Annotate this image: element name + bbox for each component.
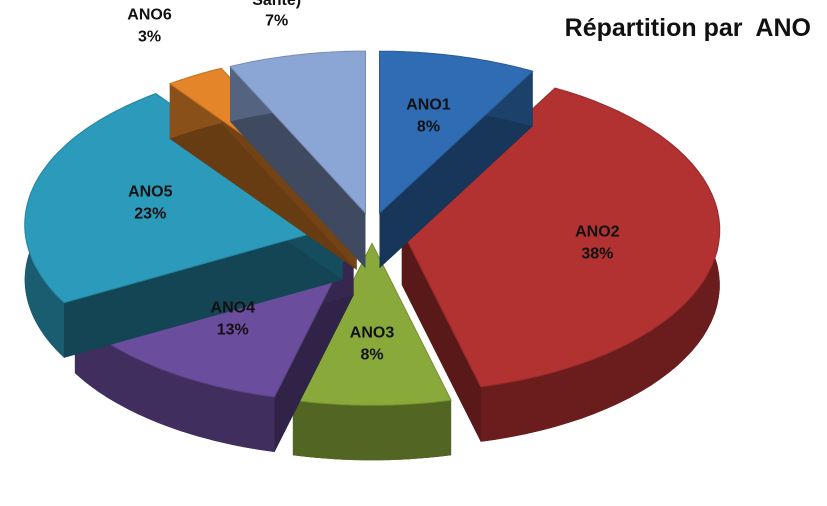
slice-label: ANO2 [575,223,620,240]
slice-value-label: 8% [416,118,441,136]
slice-wall [292,400,452,461]
slice-label: ANO3 [349,324,395,342]
slice [379,50,534,215]
slice-side [401,229,481,442]
slice-value-label: 7% [265,12,289,30]
slice-side [64,224,343,358]
slice-value-label: 13% [216,321,249,339]
slice-wall [74,318,275,452]
slice [292,242,452,406]
slice-value-label: 8% [360,346,384,364]
chart-title: Répartition par ANO [564,14,811,42]
slice [229,50,366,215]
slice-value-label: 23% [134,205,167,223]
slice-side [379,71,533,269]
slice-label: (Dispo,Détach,Dir, Santé) [252,0,302,9]
slice-value-label: 38% [581,245,614,262]
slice-label: ANO6 [127,6,172,24]
slice-label: ANO5 [128,183,173,201]
slice-side [169,83,357,270]
slice-label: ANO1 [406,96,451,114]
slice-side [230,66,366,269]
slice-label: ANO4 [210,299,255,317]
slice [24,93,344,304]
slice-value-label: 3% [137,28,162,46]
